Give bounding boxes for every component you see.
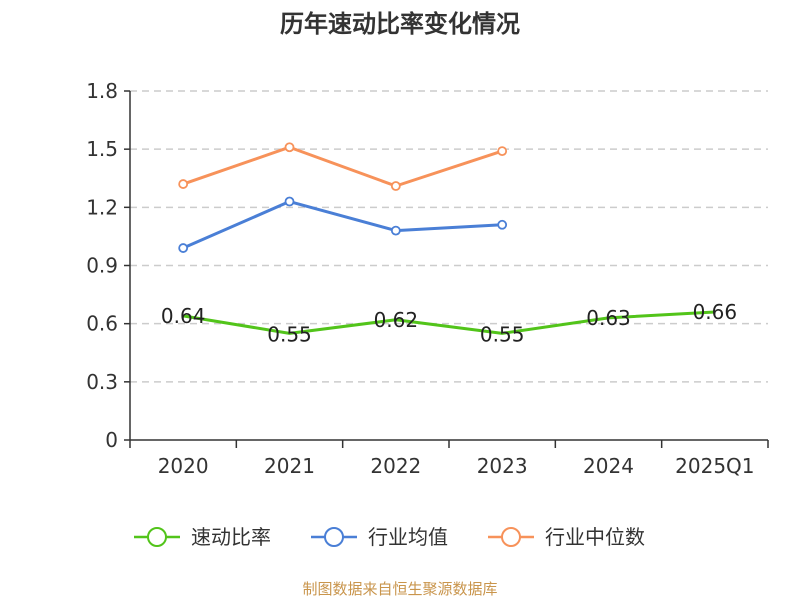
series-2 xyxy=(178,142,508,191)
data-point[interactable] xyxy=(178,243,189,253)
x-tick-label: 2023 xyxy=(477,454,528,478)
data-label: 0.62 xyxy=(374,308,419,332)
series-0: 0.64 0.55 0.62 0.55 0.63 0.66 xyxy=(161,300,737,346)
data-label: 0.66 xyxy=(693,300,738,324)
data-point[interactable] xyxy=(497,146,508,157)
source-note: 制图数据来自恒生聚源数据库 xyxy=(302,580,497,598)
legend[interactable]: 速动比率 行业均值 行业中位数 xyxy=(134,525,645,549)
data-point[interactable] xyxy=(284,142,295,153)
y-tick-label: 1.2 xyxy=(86,195,118,219)
legend-item[interactable]: 行业中位数 xyxy=(488,525,645,549)
series-1 xyxy=(178,196,508,253)
series-line xyxy=(182,310,715,335)
legend-marker-icon xyxy=(147,527,167,547)
data-point[interactable] xyxy=(390,181,401,191)
legend-item[interactable]: 速动比率 xyxy=(134,525,271,549)
y-tick-label: 0.9 xyxy=(86,254,118,278)
data-point[interactable] xyxy=(390,225,401,236)
legend-label: 速动比率 xyxy=(191,525,271,549)
legend-marker-icon xyxy=(324,527,344,547)
gridlines xyxy=(130,90,768,383)
y-tick-label: 0 xyxy=(105,428,118,452)
legend-item[interactable]: 行业均值 xyxy=(311,525,448,549)
series-line xyxy=(182,200,503,250)
y-tick-label: 0.3 xyxy=(86,370,118,394)
data-label: 0.55 xyxy=(480,322,525,346)
data-point[interactable] xyxy=(497,219,508,230)
legend-label: 行业中位数 xyxy=(545,525,645,549)
x-tick-label: 2022 xyxy=(370,454,421,478)
x-tick-label: 2025Q1 xyxy=(675,454,754,478)
data-point[interactable] xyxy=(178,179,189,189)
x-tick-label: 2024 xyxy=(583,454,634,478)
data-label: 0.55 xyxy=(267,322,312,346)
series-group: 0.64 0.55 0.62 0.55 0.63 0.66 xyxy=(161,142,737,346)
chart-title: 历年速动比率变化情况 xyxy=(280,10,520,38)
x-tick-label: 2021 xyxy=(264,454,315,478)
series-line xyxy=(182,145,503,188)
legend-label: 行业均值 xyxy=(368,525,448,549)
data-label: 0.63 xyxy=(586,306,631,330)
y-tick-label: 1.8 xyxy=(86,79,118,103)
y-tick-label: 0.6 xyxy=(86,312,118,336)
legend-marker-icon xyxy=(501,527,521,547)
x-tick-label: 2020 xyxy=(158,454,209,478)
data-label: 0.64 xyxy=(161,304,206,328)
axes: 0 0.3 0.6 0.9 1.2 1.5 1.8 2020 2021 2022 2023 2024 2… xyxy=(86,79,769,478)
y-tick-label: 1.5 xyxy=(86,137,118,161)
data-point[interactable] xyxy=(284,196,295,207)
